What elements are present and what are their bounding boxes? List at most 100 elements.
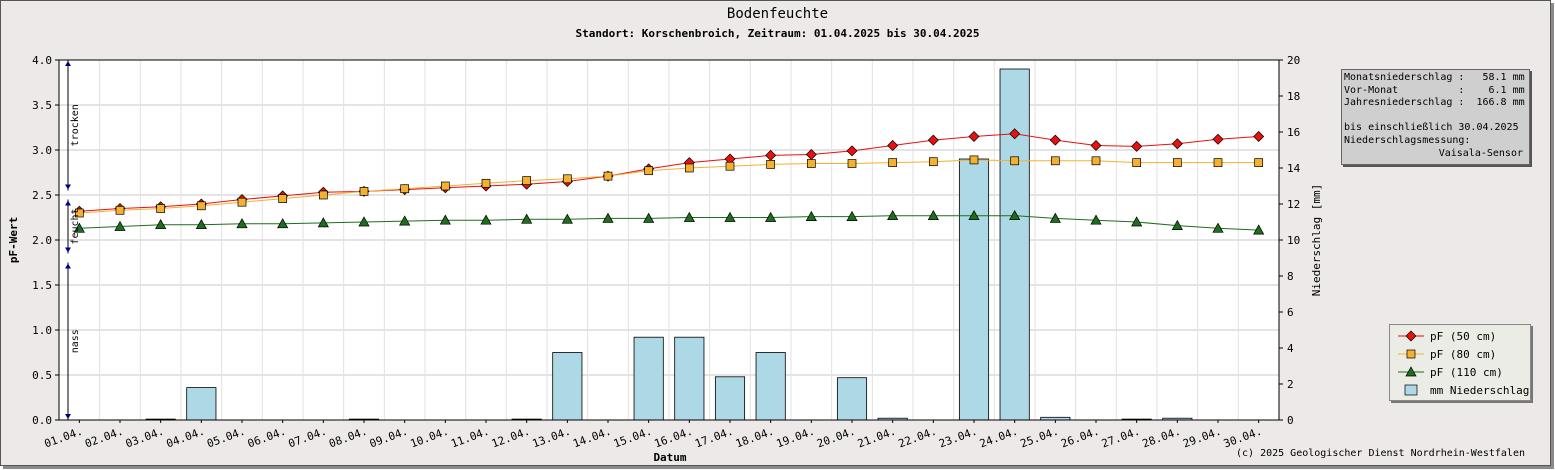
pf80-marker: [684, 163, 694, 173]
copyright-note: (c) 2025 Geologischer Dienst Nordrhein-W…: [1236, 448, 1525, 459]
pf80-marker: [440, 181, 450, 191]
pf80-marker: [522, 176, 532, 185]
pf110-marker: [1049, 212, 1061, 223]
pf80-marker: [115, 205, 125, 215]
pf110-marker: [683, 211, 695, 222]
x-tick-label: 12.04.: [490, 425, 532, 451]
pf80-marker: [603, 171, 613, 181]
y-tick-label: 1.5: [32, 279, 52, 292]
y2-tick-label: 2: [1287, 378, 1294, 391]
x-tick-label: 30.04.: [1222, 425, 1264, 451]
info-yearly-precip: Jahresniederschlag : 166.8 mm: [1344, 97, 1525, 109]
pf110-marker: [236, 218, 248, 229]
y-tick-label: 1.0: [32, 324, 52, 337]
precipitation-info-box: Monatsniederschlag : 58.1 mm Vor-Monat :…: [1341, 69, 1530, 165]
pf110-marker: [277, 218, 289, 229]
precip-bar: [958, 158, 990, 421]
y2-tick-label: 16: [1287, 126, 1300, 139]
x-tick-label: 27.04.: [1100, 425, 1142, 451]
pf80-marker: [74, 208, 84, 218]
y-tick-label: 2.0: [32, 234, 52, 247]
legend-item-pf80: pF (80 cm): [1398, 346, 1496, 362]
precip-bar: [755, 352, 786, 421]
pf50-marker: [1049, 134, 1061, 146]
y2-tick-label: 0: [1287, 414, 1294, 427]
pf50-marker: [887, 140, 899, 151]
precip-bar: [674, 336, 705, 421]
precip-bar: [552, 352, 583, 421]
y-tick-label: 0.5: [32, 369, 52, 382]
zone-arrow-up-icon: [65, 200, 71, 206]
pf110-marker: [114, 220, 126, 231]
x-tick-label: 26.04.: [1059, 425, 1101, 451]
x-tick-label: 24.04.: [978, 425, 1020, 451]
y-axis-label: pF-Wert: [7, 217, 20, 263]
pf110-marker: [968, 209, 980, 221]
y2-tick-label: 14: [1287, 162, 1301, 175]
pf80-marker: [928, 157, 938, 167]
legend-precip-bar-icon: [1404, 384, 1418, 396]
pf80-marker: [888, 158, 898, 167]
x-tick-label: 17.04.: [693, 425, 735, 451]
y-tick-label: 4.0: [32, 54, 52, 67]
pf110-marker: [439, 214, 451, 225]
pf50-marker: [846, 145, 858, 157]
x-axis-label: Datum: [653, 451, 686, 464]
series-line-diamond: [79, 133, 1259, 212]
pf50-marker: [1212, 133, 1224, 145]
pf50-marker: [1171, 138, 1183, 150]
zone-arrow-up-icon: [65, 263, 71, 269]
pf80-marker: [278, 194, 288, 203]
zone-arrow-down-icon: [65, 247, 71, 253]
y-tick-label: 0.0: [32, 414, 52, 427]
info-measurement-label: Niederschlagsmessung:: [1344, 134, 1471, 146]
x-tick-label: 02.04.: [83, 425, 125, 451]
pf50-marker: [1253, 131, 1265, 142]
info-previous-month: Vor-Monat : 6.1 mm: [1344, 84, 1525, 96]
pf80-marker: [1132, 158, 1142, 167]
pf110-marker: [1253, 224, 1265, 235]
pf80-marker: [400, 184, 410, 194]
pf80-marker: [1091, 156, 1101, 166]
pf110-marker: [521, 213, 533, 224]
chart-title: Bodenfeuchte: [726, 6, 829, 22]
x-tick-label: 22.04.: [897, 425, 939, 451]
y2-tick-label: 12: [1287, 198, 1300, 211]
legend-pf110-marker-icon: [1398, 366, 1424, 377]
pf80-marker: [1213, 158, 1223, 167]
pf50-marker: [1131, 140, 1143, 152]
legend-item-precip: mm Niederschlag: [1398, 382, 1529, 398]
pf110-marker: [1009, 209, 1021, 221]
pf80-marker: [1050, 156, 1060, 166]
pf80-marker: [359, 187, 369, 196]
series-line-triangle: [79, 215, 1259, 231]
legend-label-precip: mm Niederschlag: [1430, 383, 1530, 397]
pf110-marker: [480, 214, 492, 225]
pf50-marker: [927, 134, 939, 146]
zone-arrow-down-icon: [65, 414, 71, 419]
pf110-marker: [1131, 216, 1143, 227]
x-tick-label: 06.04.: [246, 425, 288, 451]
x-tick-label: 15.04.: [612, 425, 654, 451]
x-tick-label: 11.04.: [449, 425, 491, 451]
x-tick-label: 14.04.: [571, 425, 613, 451]
y2-tick-label: 18: [1287, 90, 1300, 103]
pf50-marker: [968, 131, 980, 142]
pf80-marker: [318, 190, 328, 200]
pf110-marker: [73, 222, 85, 233]
legend-label-pf50: pF (50 cm): [1430, 329, 1497, 343]
pf110-marker: [561, 213, 573, 224]
info-monthly-precip: Monatsniederschlag : 58.1 mm: [1344, 72, 1525, 83]
pf110-marker: [1171, 219, 1183, 230]
x-tick-label: 21.04.: [856, 425, 898, 451]
y2-tick-label: 10: [1287, 234, 1300, 247]
y2-tick-label: 8: [1287, 270, 1294, 283]
x-tick-label: 04.04.: [165, 425, 207, 451]
pf80-marker: [1254, 158, 1264, 167]
legend: pF (50 cm) pF (80 cm) pF (110 cm) mm Nie…: [1389, 324, 1531, 401]
pf110-marker: [155, 218, 167, 230]
pf80-marker: [847, 159, 857, 168]
pf80-marker: [156, 204, 166, 213]
info-spacer: [1344, 110, 1529, 123]
